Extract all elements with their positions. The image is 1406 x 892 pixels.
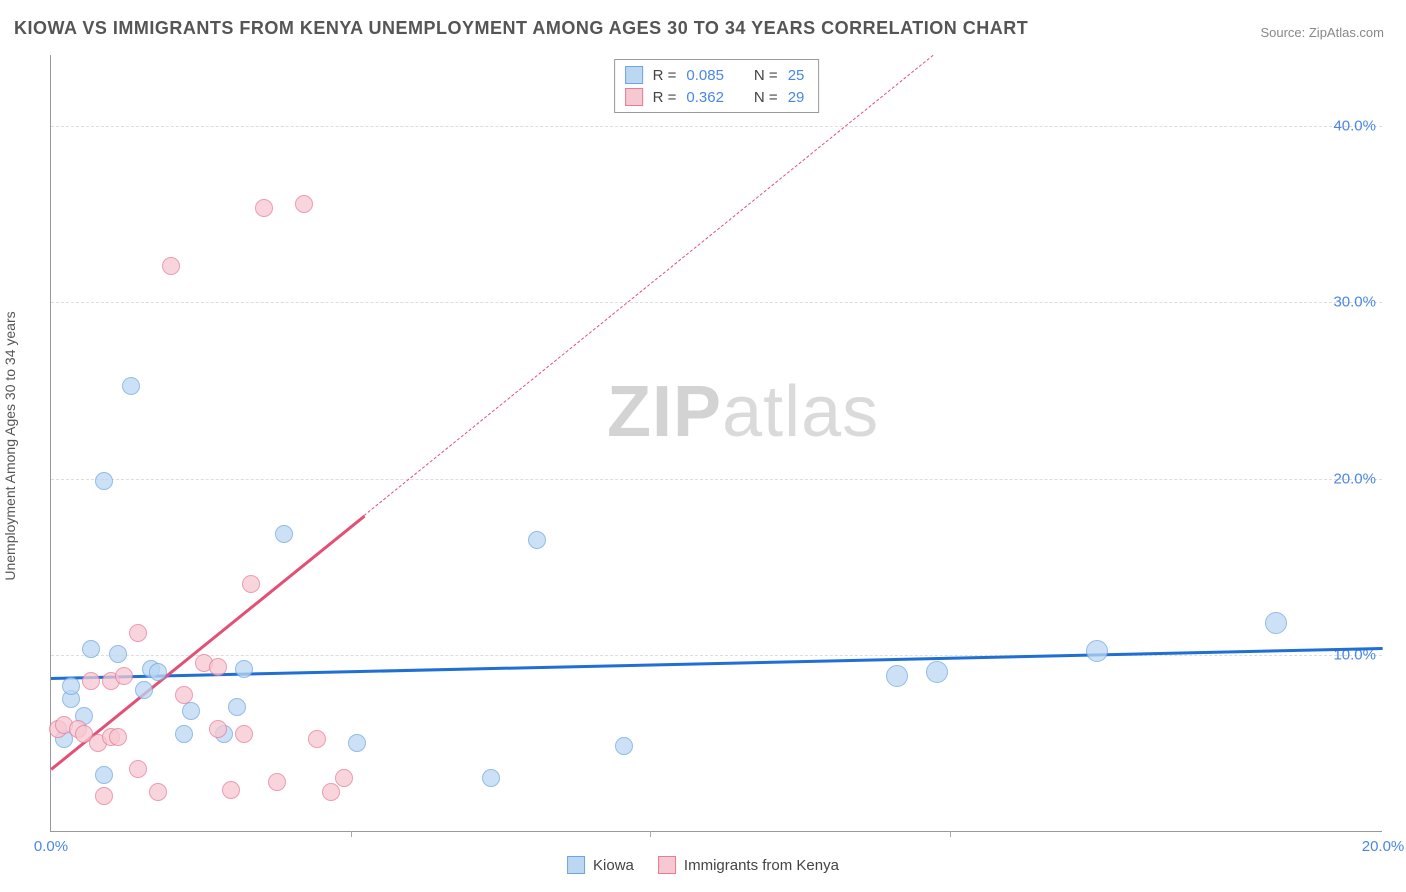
x-tick-mark [351, 831, 352, 837]
y-tick-label: 20.0% [1333, 470, 1376, 487]
data-point [235, 725, 253, 743]
data-point [615, 737, 633, 755]
data-point [109, 728, 127, 746]
data-point [322, 783, 340, 801]
data-point [82, 672, 100, 690]
swatch-kiowa [567, 856, 585, 874]
swatch-kenya [658, 856, 676, 874]
data-point [335, 769, 353, 787]
data-point [209, 720, 227, 738]
n-value-kenya: 29 [788, 89, 805, 106]
gridline [51, 302, 1382, 303]
data-point [242, 575, 260, 593]
x-tick-label: 20.0% [1362, 838, 1405, 855]
n-label: N = [754, 67, 778, 84]
data-point [95, 472, 113, 490]
data-point [1265, 612, 1287, 634]
data-point [129, 624, 147, 642]
gridline [51, 126, 1382, 127]
trend-line [364, 55, 934, 516]
data-point [175, 686, 193, 704]
data-point [122, 377, 140, 395]
data-point [1086, 640, 1108, 662]
data-point [235, 660, 253, 678]
source-link[interactable]: ZipAtlas.com [1309, 25, 1384, 40]
swatch-kenya [625, 88, 643, 106]
y-tick-label: 30.0% [1333, 294, 1376, 311]
data-point [182, 702, 200, 720]
data-point [348, 734, 366, 752]
y-axis-label: Unemployment Among Ages 30 to 34 years [2, 311, 18, 580]
data-point [175, 725, 193, 743]
data-point [886, 665, 908, 687]
r-label: R = [653, 89, 677, 106]
x-tick-label: 0.0% [34, 838, 68, 855]
data-point [209, 658, 227, 676]
data-point [308, 730, 326, 748]
n-value-kiowa: 25 [788, 67, 805, 84]
legend-label-kiowa: Kiowa [593, 857, 634, 874]
data-point [482, 769, 500, 787]
gridline [51, 655, 1382, 656]
n-label: N = [754, 89, 778, 106]
data-point [82, 640, 100, 658]
correlation-row-kiowa: R = 0.085 N = 25 [625, 64, 805, 86]
correlation-row-kenya: R = 0.362 N = 29 [625, 86, 805, 108]
data-point [129, 760, 147, 778]
data-point [295, 195, 313, 213]
source-attribution: Source: ZipAtlas.com [1260, 25, 1384, 40]
data-point [62, 677, 80, 695]
correlation-legend: R = 0.085 N = 25 R = 0.362 N = 29 [614, 59, 820, 113]
data-point [115, 667, 133, 685]
data-point [222, 781, 240, 799]
chart-container: KIOWA VS IMMIGRANTS FROM KENYA UNEMPLOYM… [0, 0, 1406, 892]
swatch-kiowa [625, 66, 643, 84]
data-point [268, 773, 286, 791]
data-point [109, 645, 127, 663]
data-point [95, 766, 113, 784]
gridline [51, 479, 1382, 480]
r-value-kenya: 0.362 [686, 89, 724, 106]
r-value-kiowa: 0.085 [686, 67, 724, 84]
data-point [528, 531, 546, 549]
r-label: R = [653, 67, 677, 84]
watermark-light: atlas [722, 372, 879, 452]
data-point [149, 663, 167, 681]
x-tick-mark [950, 831, 951, 837]
legend-item-kiowa: Kiowa [567, 856, 634, 874]
x-tick-mark [650, 831, 651, 837]
data-point [275, 525, 293, 543]
data-point [162, 257, 180, 275]
watermark: ZIPatlas [607, 371, 879, 453]
legend-label-kenya: Immigrants from Kenya [684, 857, 839, 874]
plot-area: ZIPatlas R = 0.085 N = 25 R = 0.362 N = … [50, 55, 1382, 832]
chart-title: KIOWA VS IMMIGRANTS FROM KENYA UNEMPLOYM… [14, 18, 1028, 39]
series-legend: Kiowa Immigrants from Kenya [567, 856, 839, 874]
data-point [149, 783, 167, 801]
data-point [926, 661, 948, 683]
data-point [95, 787, 113, 805]
watermark-bold: ZIP [607, 372, 722, 452]
legend-item-kenya: Immigrants from Kenya [658, 856, 839, 874]
source-prefix: Source: [1260, 25, 1308, 40]
data-point [228, 698, 246, 716]
y-tick-label: 40.0% [1333, 117, 1376, 134]
data-point [135, 681, 153, 699]
data-point [255, 199, 273, 217]
